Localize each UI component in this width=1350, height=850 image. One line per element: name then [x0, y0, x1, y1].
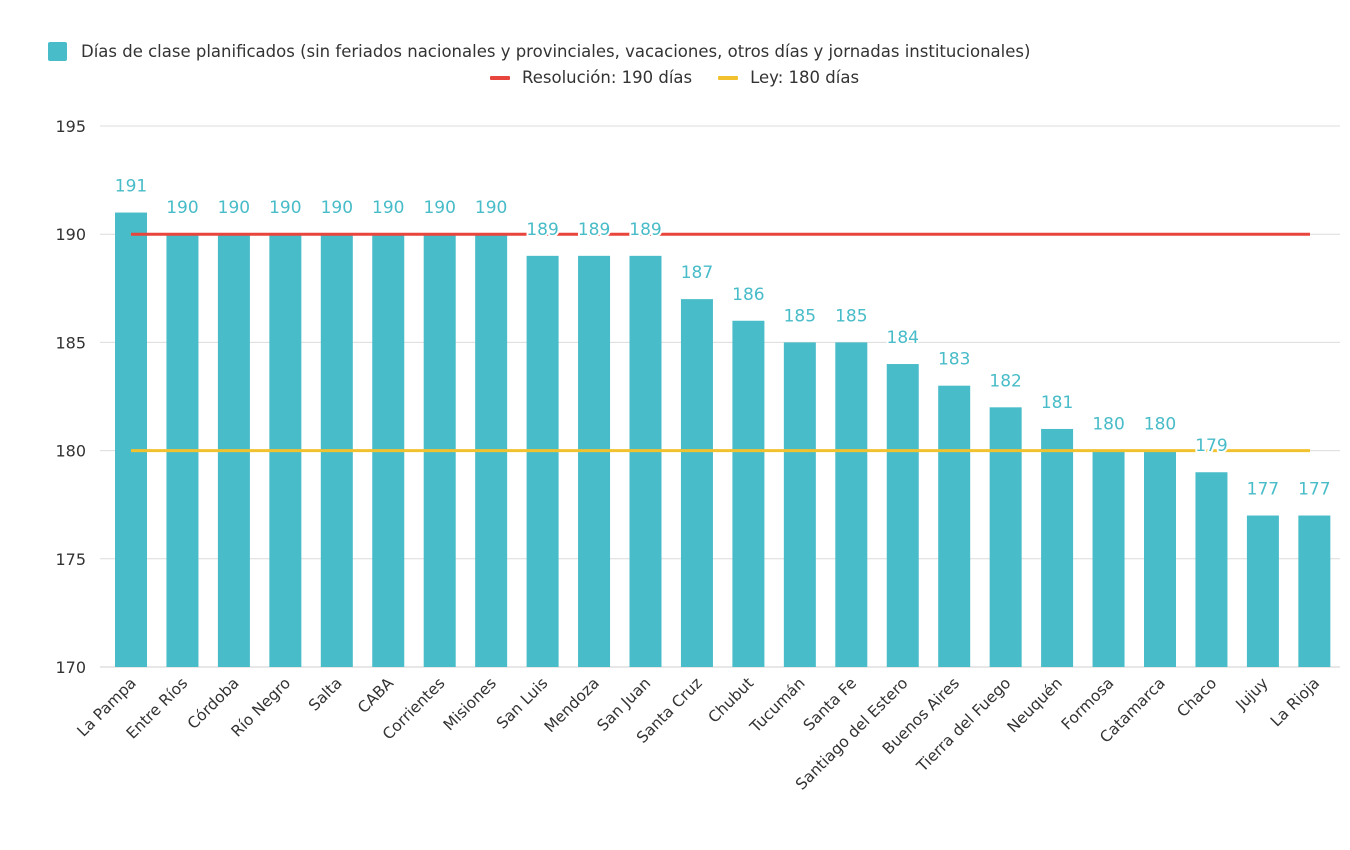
data-label: 180: [1144, 415, 1176, 435]
data-label: 185: [784, 306, 816, 326]
bar[interactable]: [115, 212, 147, 667]
bar[interactable]: [1041, 428, 1074, 667]
bar[interactable]: [526, 255, 559, 667]
x-tick-label: Chaco: [1173, 674, 1220, 721]
bar[interactable]: [1092, 450, 1125, 667]
x-tick-label: Chubut: [705, 674, 757, 726]
data-label: 180: [1092, 415, 1124, 435]
legend-reference-lines: Resolución: 190 días Ley: 180 días: [490, 68, 885, 87]
y-tick-label: 170: [55, 658, 86, 677]
x-tick-label: Tierra del Fuego: [913, 674, 1015, 776]
x-tick-label: Neuquén: [1004, 674, 1066, 736]
data-label: 190: [372, 198, 404, 218]
data-label: 177: [1298, 480, 1330, 500]
x-tick-label: Misiones: [440, 674, 500, 734]
data-label: 190: [166, 198, 198, 218]
data-label: 190: [321, 198, 353, 218]
bar[interactable]: [938, 385, 971, 667]
ley-swatch: [718, 75, 739, 80]
data-label: 179: [1195, 436, 1227, 456]
data-label: 182: [989, 371, 1021, 391]
bar[interactable]: [1298, 515, 1331, 667]
bar[interactable]: [578, 255, 611, 667]
bar[interactable]: [629, 255, 662, 667]
legend: Días de clase planificados (sin feriados…: [0, 0, 1350, 100]
y-tick-label: 185: [55, 333, 86, 352]
bar[interactable]: [886, 364, 919, 667]
data-label: 189: [578, 220, 610, 240]
bar[interactable]: [1195, 472, 1228, 667]
bar[interactable]: [1144, 450, 1176, 667]
data-label: 184: [887, 328, 919, 348]
legend-label-resolucion: Resolución: 190 días: [522, 68, 693, 87]
legend-item-resolucion[interactable]: Resolución: 190 días: [490, 68, 692, 87]
data-label: 187: [681, 263, 713, 283]
legend-item-series[interactable]: Días de clase planificados (sin feriados…: [48, 42, 1030, 61]
data-label: 181: [1041, 393, 1073, 413]
data-label: 190: [475, 198, 507, 218]
y-tick-label: 175: [55, 550, 86, 569]
bar[interactable]: [783, 342, 816, 667]
data-label: 189: [526, 220, 558, 240]
bar[interactable]: [835, 342, 868, 667]
y-tick-label: 195: [55, 117, 86, 136]
x-tick-label: Salta: [305, 674, 345, 714]
y-tick-label: 190: [55, 225, 86, 244]
legend-label-ley: Ley: 180 días: [750, 68, 860, 87]
x-tick-label: Jujuy: [1232, 674, 1272, 714]
data-label: 183: [938, 350, 970, 370]
x-tick-label: Mendoza: [541, 674, 603, 736]
y-tick-label: 180: [55, 442, 86, 461]
legend-label-series: Días de clase planificados (sin feriados…: [81, 42, 1031, 61]
x-tick-label: La Rioja: [1267, 674, 1323, 730]
bar[interactable]: [732, 320, 765, 667]
legend-item-ley[interactable]: Ley: 180 días: [718, 68, 859, 87]
data-label: 190: [269, 198, 301, 218]
data-label: 186: [732, 285, 764, 305]
x-tick-label: Tucumán: [746, 674, 809, 737]
resolucion-swatch: [490, 75, 510, 80]
data-label: 185: [835, 306, 867, 326]
bar[interactable]: [1246, 515, 1279, 667]
data-label: 190: [218, 198, 250, 218]
bar[interactable]: [989, 407, 1022, 667]
data-label: 191: [115, 177, 147, 197]
x-tick-label: CABA: [354, 674, 397, 717]
data-label: 190: [423, 198, 455, 218]
data-label: 189: [629, 220, 661, 240]
bar[interactable]: [680, 299, 713, 667]
data-label: 177: [1247, 480, 1279, 500]
series-swatch: [48, 42, 67, 61]
